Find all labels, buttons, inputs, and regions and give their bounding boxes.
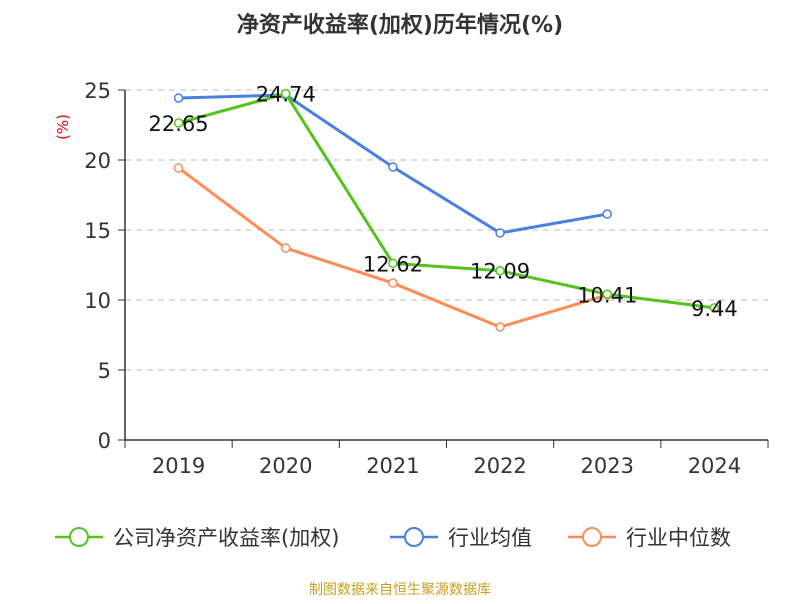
x-tick-label: 2022: [473, 454, 526, 478]
legend-item[interactable]: 公司净资产收益率(加权): [55, 526, 339, 550]
x-tick-label: 2023: [581, 454, 634, 478]
data-point: [495, 265, 505, 276]
y-tick-label: 25: [84, 79, 111, 103]
series-line: [178, 91, 715, 310]
data-point: [388, 278, 398, 288]
data-point: [388, 258, 398, 269]
data-point: [173, 118, 184, 128]
y-axis-label: (%): [54, 114, 72, 140]
legend-label: 公司净资产收益率(加权): [113, 526, 339, 550]
x-tick-label: 2021: [366, 454, 419, 478]
legend-item[interactable]: 行业均值: [390, 526, 532, 550]
data-label: 12.62: [363, 252, 423, 276]
legend-marker-icon: [404, 527, 424, 547]
series-2: [173, 163, 612, 332]
data-label: 10.41: [577, 283, 637, 307]
legend-item[interactable]: 行业中位数: [568, 526, 731, 550]
data-point: [602, 209, 612, 219]
legend-marker-icon: [582, 527, 602, 547]
y-tick-label: 5: [98, 359, 111, 383]
data-point: [281, 243, 291, 253]
data-label: 9.44: [691, 297, 738, 321]
data-point: [281, 88, 291, 99]
data-point: [388, 162, 398, 172]
y-tick-label: 15: [84, 219, 111, 243]
data-point: [173, 163, 184, 173]
legend-marker-icon: [69, 527, 89, 547]
source-note: 制图数据来自恒生聚源数据库: [309, 582, 491, 598]
data-label: 12.09: [470, 260, 530, 284]
y-tick-label: 10: [84, 289, 111, 313]
data-point: [709, 303, 720, 313]
data-label: 24.74: [256, 83, 316, 107]
series-line: [177, 166, 608, 329]
chart-title: 净资产收益率(加权)历年情况(%): [237, 12, 563, 38]
series-0: 22.65 24.74 12.62 12.09 10.41 9.44: [149, 83, 738, 321]
data-label: 22.65: [149, 112, 209, 136]
x-tick-label: 2020: [259, 454, 312, 478]
x-tick-label: 2019: [152, 454, 205, 478]
y-tick-label: 0: [98, 429, 111, 453]
data-point: [495, 228, 505, 238]
legend-label: 行业均值: [448, 526, 532, 550]
data-point: [173, 93, 184, 103]
y-tick-label: 20: [84, 149, 111, 173]
data-point: [495, 322, 505, 332]
legend-label: 行业中位数: [626, 526, 731, 550]
x-tick-label: 2024: [688, 454, 741, 478]
data-point: [602, 289, 612, 300]
